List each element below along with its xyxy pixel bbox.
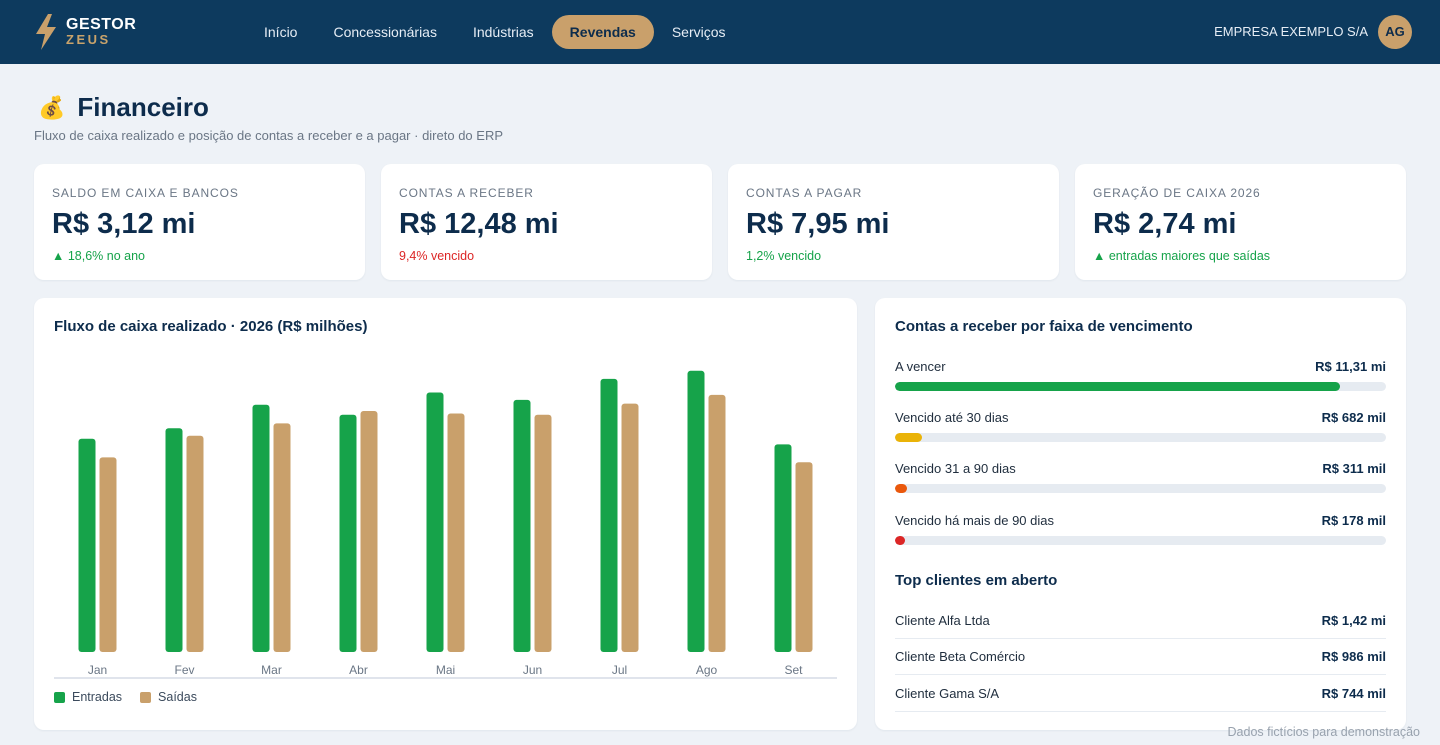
page-subtitle: Fluxo de caixa realizado e posição de co… bbox=[34, 128, 503, 143]
x-tick-label: Set bbox=[784, 663, 803, 677]
x-tick-label: Ago bbox=[696, 663, 718, 677]
kpi-label: CONTAS A RECEBER bbox=[399, 186, 534, 200]
bar-sadas-jun[interactable] bbox=[534, 414, 552, 652]
bar-entradas-fev[interactable] bbox=[165, 428, 183, 652]
client-value: R$ 744 mil bbox=[1321, 686, 1386, 701]
legend-label: Saídas bbox=[158, 690, 197, 704]
nav-item-industrias[interactable]: Indústrias bbox=[472, 24, 534, 40]
cash-flow-chart-card: Fluxo de caixa realizado · 2026 (R$ milh… bbox=[34, 298, 857, 730]
bar-sadas-ago[interactable] bbox=[708, 394, 726, 652]
bar-entradas-jan[interactable] bbox=[78, 438, 96, 652]
x-tick-label: Jan bbox=[88, 663, 107, 677]
aging-label: A vencer bbox=[895, 359, 946, 374]
x-tick-label: Abr bbox=[349, 663, 368, 677]
bar-entradas-abr[interactable] bbox=[339, 414, 357, 652]
aging-bar-track bbox=[895, 536, 1386, 545]
kpi-note: 1,2% vencido bbox=[746, 249, 822, 263]
aging-value: R$ 682 mil bbox=[1321, 410, 1386, 425]
kpi-label: CONTAS A PAGAR bbox=[746, 186, 863, 200]
aging-value: R$ 311 mil bbox=[1322, 461, 1386, 476]
bar-sadas-mai[interactable] bbox=[447, 413, 465, 652]
client-row[interactable]: Cliente Beta Comércio R$ 986 mil bbox=[895, 639, 1386, 675]
client-value: R$ 1,42 mi bbox=[1321, 613, 1386, 628]
bar-sadas-jul[interactable] bbox=[621, 403, 639, 652]
bar-entradas-ago[interactable] bbox=[687, 370, 705, 652]
legend-item-entradas: Entradas bbox=[54, 690, 122, 704]
legend-label: Entradas bbox=[72, 690, 123, 704]
bar-entradas-jun[interactable] bbox=[513, 399, 531, 652]
aging-bar-fill bbox=[895, 484, 908, 493]
bar-sadas-set[interactable] bbox=[795, 462, 813, 652]
bar-entradas-mai[interactable] bbox=[426, 392, 444, 652]
legend-swatch-saidas bbox=[140, 691, 152, 703]
aging-bar-fill bbox=[895, 433, 922, 442]
bar-entradas-jul[interactable] bbox=[600, 378, 618, 652]
aging-bar-track bbox=[895, 382, 1386, 391]
kpi-card-saldo: SALDO EM CAIXA E BANCOS R$ 3,12 mi ▲ 18,… bbox=[34, 164, 365, 280]
nav-item-inicio[interactable]: Início bbox=[264, 24, 298, 40]
x-tick-label: Jun bbox=[523, 663, 542, 677]
kpi-note: 9,4% vencido bbox=[399, 249, 475, 263]
x-tick-label: Jul bbox=[612, 663, 627, 677]
footnote: Dados fictícios para demonstração bbox=[1227, 725, 1420, 739]
client-value: R$ 986 mil bbox=[1321, 649, 1386, 664]
cash-flow-chart: Jan Fev Mar Abr Mai Jun Jul Ago Set bbox=[54, 370, 837, 679]
legend-swatch-entradas bbox=[54, 691, 65, 703]
kpi-note: ▲ entradas maiores que saídas bbox=[1093, 249, 1271, 263]
legend-item-saidas: Saídas bbox=[140, 690, 197, 704]
client-row[interactable]: Cliente Gama S/A R$ 744 mil bbox=[895, 676, 1386, 712]
client-row[interactable]: Cliente Alfa Ltda R$ 1,42 mi bbox=[895, 603, 1386, 639]
receivables-card: Contas a receber por faixa de vencimento… bbox=[875, 298, 1406, 730]
x-tick-label: Fev bbox=[174, 663, 194, 677]
kpi-value: R$ 3,12 mi bbox=[52, 208, 196, 240]
chart-title: Fluxo de caixa realizado · 2026 (R$ milh… bbox=[54, 318, 368, 335]
company-name: EMPRESA EXEMPLO S/A bbox=[1214, 24, 1368, 39]
bar-sadas-abr[interactable] bbox=[360, 410, 378, 652]
bar-entradas-mar[interactable] bbox=[252, 404, 270, 652]
lightning-icon bbox=[36, 14, 56, 50]
nav-item-concessionarias[interactable]: Concessionárias bbox=[333, 24, 437, 40]
aging-bar-fill bbox=[895, 382, 1340, 391]
nav-item-servicos[interactable]: Serviços bbox=[671, 24, 726, 40]
page-title-text: Financeiro bbox=[77, 92, 209, 122]
x-tick-label: Mai bbox=[436, 663, 455, 677]
aging-label: Vencido há mais de 90 dias bbox=[895, 513, 1054, 528]
aging-bar-track bbox=[895, 433, 1386, 442]
brand-name-line2: ZEUS bbox=[66, 32, 111, 47]
client-name: Cliente Gama S/A bbox=[895, 686, 1000, 701]
receivables-title: Contas a receber por faixa de vencimento bbox=[895, 318, 1193, 335]
aging-label: Vencido 31 a 90 dias bbox=[895, 461, 1016, 476]
kpi-card-contas-pagar: CONTAS A PAGAR R$ 7,95 mi 1,2% vencido bbox=[728, 164, 1059, 280]
kpi-card-geracao-caixa: GERAÇÃO DE CAIXA 2026 R$ 2,74 mi ▲ entra… bbox=[1075, 164, 1406, 280]
bar-entradas-set[interactable] bbox=[774, 444, 792, 652]
bar-sadas-fev[interactable] bbox=[186, 435, 204, 652]
nav-item-revendas[interactable]: Revendas bbox=[551, 15, 654, 49]
kpi-label: GERAÇÃO DE CAIXA 2026 bbox=[1093, 186, 1261, 200]
kpi-note: ▲ 18,6% no ano bbox=[52, 249, 145, 263]
main-nav: Início Concessionárias Indústrias Revend… bbox=[246, 15, 744, 49]
top-bar: GESTOR ZEUS Início Concessionárias Indús… bbox=[0, 0, 1440, 64]
aging-value: R$ 178 mil bbox=[1321, 513, 1386, 528]
aging-label: Vencido até 30 dias bbox=[895, 410, 1009, 425]
bar-sadas-jan[interactable] bbox=[99, 457, 117, 652]
brand-name-line1: GESTOR bbox=[66, 16, 137, 33]
kpi-value: R$ 2,74 mi bbox=[1093, 208, 1237, 240]
aging-bar-track bbox=[895, 484, 1386, 493]
avatar[interactable]: AG bbox=[1378, 15, 1412, 49]
client-name: Cliente Alfa Ltda bbox=[895, 613, 990, 628]
page-title: 💰 Financeiro bbox=[38, 92, 209, 123]
top-clients-title: Top clientes em aberto bbox=[895, 572, 1058, 589]
bar-sadas-mar[interactable] bbox=[273, 423, 291, 652]
chart-legend: Entradas Saídas bbox=[54, 690, 215, 704]
client-name: Cliente Beta Comércio bbox=[895, 649, 1026, 664]
kpi-card-contas-receber: CONTAS A RECEBER R$ 12,48 mi 9,4% vencid… bbox=[381, 164, 712, 280]
aging-bar-fill bbox=[895, 536, 905, 545]
brand-logo[interactable]: GESTOR ZEUS bbox=[34, 13, 136, 51]
x-tick-label: Mar bbox=[261, 663, 282, 677]
kpi-value: R$ 12,48 mi bbox=[399, 208, 559, 240]
kpi-label: SALDO EM CAIXA E BANCOS bbox=[52, 186, 239, 200]
money-bag-icon: 💰 bbox=[38, 94, 66, 120]
aging-value: R$ 11,31 mi bbox=[1315, 359, 1386, 374]
kpi-value: R$ 7,95 mi bbox=[746, 208, 890, 240]
